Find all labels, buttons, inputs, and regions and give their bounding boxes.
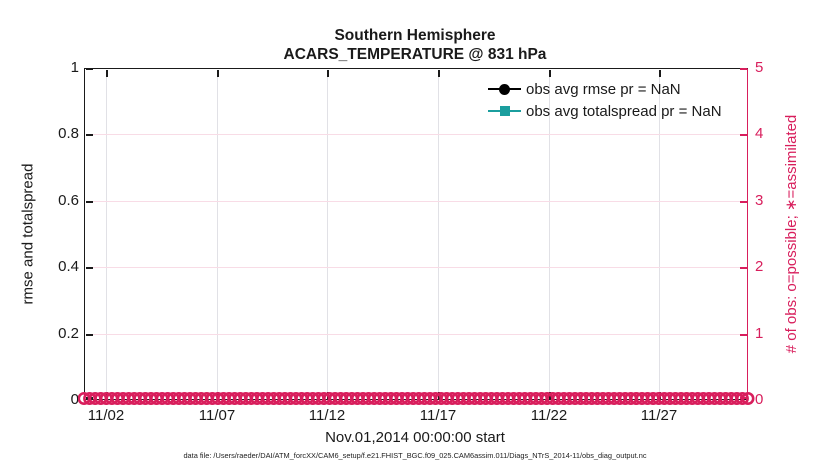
axis-tick: [739, 68, 747, 70]
legend-label: obs avg rmse pr = NaN: [526, 81, 681, 98]
axis-tick: [85, 68, 93, 70]
axis-tick: [106, 69, 108, 77]
x-axis-label: Nov.01,2014 00:00:00 start: [325, 429, 505, 446]
chart-title-line1: Southern Hemisphere: [334, 27, 496, 44]
axis-tick: [739, 334, 747, 336]
grid-line-vertical: [549, 69, 550, 399]
grid-line-vertical: [659, 69, 660, 399]
y-right-tick-label: 4: [755, 125, 764, 142]
y-right-tick-label: 0: [755, 391, 764, 408]
data-file-caption: data file: /Users/raeder/DAI/ATM_forcXX/…: [183, 451, 647, 460]
grid-line-horizontal: [85, 134, 747, 135]
x-tick-label: 11/17: [419, 407, 457, 424]
axis-tick: [85, 201, 93, 203]
grid-line-vertical: [106, 69, 107, 399]
chart-title-line2: ACARS_TEMPERATURE @ 831 hPa: [283, 46, 547, 63]
axis-tick: [217, 69, 219, 77]
y-left-tick-label: 0: [70, 391, 79, 408]
legend-square-marker-icon: [499, 106, 510, 116]
y-right-axis-label: # of obs: o=possible; ∗=assimilated: [783, 114, 800, 354]
grid-line-horizontal: [85, 267, 747, 268]
y-left-tick-label: 0.4: [58, 258, 79, 275]
y-left-tick-label: 0.8: [58, 125, 79, 142]
y-left-tick-label: 1: [70, 59, 79, 76]
obs-possible-band: [78, 392, 755, 405]
axis-tick: [438, 69, 440, 77]
y-left-tick-label: 0.2: [58, 325, 79, 342]
axis-tick: [739, 267, 747, 269]
y-right-tick-label: 5: [755, 59, 764, 76]
x-tick-label: 11/12: [308, 407, 346, 424]
axis-tick: [659, 69, 661, 77]
axis-tick: [739, 134, 747, 136]
grid-line-horizontal: [85, 334, 747, 335]
grid-line-vertical: [327, 69, 328, 399]
x-tick-label: 11/02: [87, 407, 125, 424]
x-tick-label: 11/07: [198, 407, 236, 424]
y-left-axis-label: rmse and totalspread: [19, 163, 37, 305]
y-right-tick-label: 2: [755, 258, 764, 275]
y-right-tick-label: 3: [755, 192, 764, 209]
legend-circle-marker-icon: [499, 83, 510, 95]
plot-area: [84, 68, 748, 400]
axis-tick: [85, 267, 93, 269]
legend-label: obs avg totalspread pr = NaN: [526, 103, 722, 120]
grid-line-vertical: [217, 69, 218, 399]
y-left-tick-label: 0.6: [58, 192, 79, 209]
y-right-tick-label: 1: [755, 325, 764, 342]
grid-line-horizontal: [85, 201, 747, 202]
axis-tick: [327, 69, 329, 77]
axis-tick: [85, 334, 93, 336]
x-tick-label: 11/22: [530, 407, 568, 424]
axis-tick: [739, 201, 747, 203]
x-tick-label: 11/27: [640, 407, 678, 424]
axis-tick: [85, 134, 93, 136]
axis-tick: [549, 69, 551, 77]
grid-line-vertical: [438, 69, 439, 399]
